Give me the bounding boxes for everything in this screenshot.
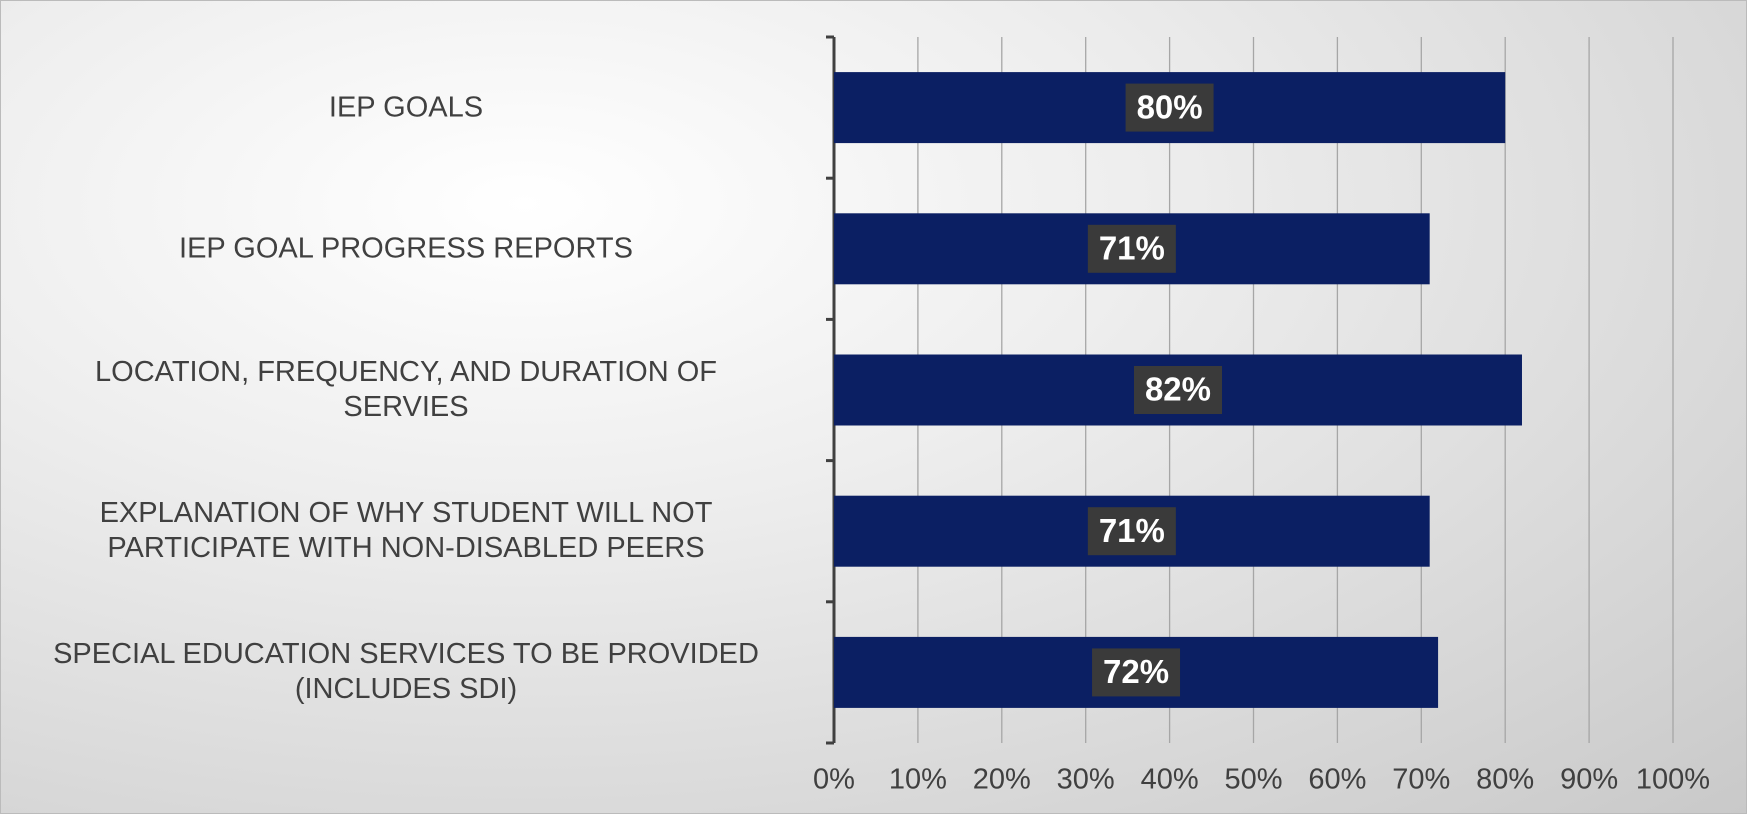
x-tick-label: 10% (889, 764, 947, 796)
x-tick-label: 90% (1560, 764, 1618, 796)
y-tick-label: LOCATION, FREQUENCY, AND DURATION OF SER… (95, 356, 717, 423)
x-tick-label: 30% (1057, 764, 1115, 796)
x-tick-label: 0% (813, 764, 855, 796)
x-tick-label: 20% (973, 764, 1031, 796)
value-label: 71% (1099, 230, 1165, 267)
value-label-box (1092, 648, 1181, 697)
x-tick-label: 100% (1636, 764, 1710, 796)
y-tick-label: EXPLANATION OF WHY STUDENT WILL NOT PART… (99, 497, 713, 565)
y-tick-label: SPECIAL EDUCATION SERVICES TO BE PROVIDE… (53, 638, 759, 706)
value-label-box (1087, 507, 1176, 556)
x-tick-label: 80% (1476, 764, 1534, 796)
value-label-box (1125, 83, 1214, 132)
y-tick-label: IEP GOAL PROGRESS REPORTS (179, 232, 633, 265)
value-label: 80% (1137, 88, 1203, 125)
y-tick-label: IEP GOALS (328, 91, 484, 124)
x-tick-label: 70% (1392, 764, 1450, 796)
value-label: 72% (1103, 653, 1169, 690)
x-tick-label: 40% (1141, 764, 1199, 796)
value-label-box (1087, 224, 1176, 273)
value-label: 71% (1099, 512, 1165, 549)
value-label: 82% (1145, 371, 1211, 408)
x-tick-label: 50% (1224, 764, 1282, 796)
value-label-box (1133, 366, 1222, 414)
x-tick-label: 60% (1308, 764, 1366, 796)
